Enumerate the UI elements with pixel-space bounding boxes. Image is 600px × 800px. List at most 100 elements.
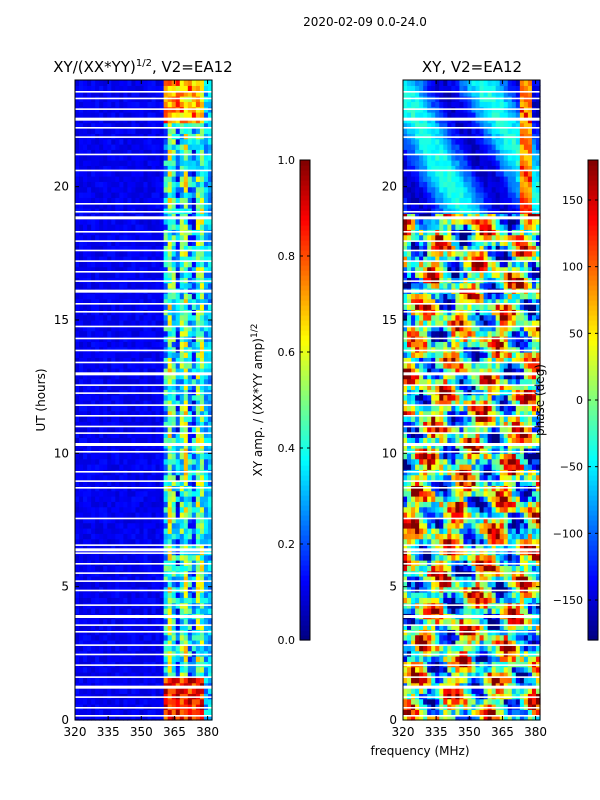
heatmap-cell (111, 245, 116, 252)
heatmap-cell (79, 133, 84, 140)
heatmap-cell (155, 464, 161, 470)
heatmap-cell (479, 666, 485, 673)
heatmap-cell (123, 698, 128, 705)
heatmap-cell (203, 208, 209, 214)
heatmap-cell (107, 149, 112, 156)
heatmap-cell (115, 682, 120, 689)
heatmap-cell (155, 437, 161, 444)
heatmap-cell (419, 666, 424, 673)
heatmap-cell (151, 298, 157, 305)
heatmap-cell (103, 608, 108, 614)
heatmap-cell (419, 608, 424, 614)
heatmap-cell (159, 512, 165, 518)
heatmap-cell (519, 645, 525, 652)
heatmap-cell (519, 650, 525, 657)
colorbar-segment (300, 260, 310, 266)
heatmap-cell (119, 224, 124, 230)
heatmap-cell (119, 405, 124, 412)
colorbar-segment (300, 365, 310, 371)
heatmap-cell (139, 506, 145, 513)
heatmap-cell (487, 608, 493, 614)
heatmap-cell (83, 208, 88, 214)
heatmap-cell (195, 218, 201, 225)
heatmap-cell (175, 544, 181, 550)
heatmap-cell (103, 320, 108, 326)
heatmap-cell (123, 496, 128, 502)
heatmap-cell (419, 656, 424, 662)
heatmap-cell (75, 320, 80, 326)
heatmap-cell (75, 197, 80, 204)
heatmap-cell (143, 186, 149, 193)
heatmap-cell (167, 213, 173, 220)
heatmap-cell (135, 192, 141, 198)
heatmap-cell (107, 170, 112, 177)
colorbar-segment (300, 520, 310, 526)
heatmap-cell (135, 581, 141, 588)
heatmap-cell (483, 634, 489, 641)
heatmap-cell (527, 661, 533, 668)
heatmap-cell (199, 368, 205, 374)
heatmap-cell (167, 368, 173, 374)
heatmap-cell (171, 656, 177, 662)
heatmap-cell (527, 714, 533, 721)
heatmap-cell (83, 426, 88, 433)
heatmap-cell (75, 517, 80, 524)
heatmap-cell (191, 250, 197, 257)
heatmap-cell (423, 704, 428, 710)
heatmap-cell (127, 480, 133, 486)
heatmap-cell (91, 186, 96, 193)
heatmap-cell (191, 245, 197, 252)
heatmap-cell (95, 432, 100, 438)
heatmap-cell (487, 672, 493, 678)
heatmap-cell (191, 597, 197, 604)
heatmap-cell (119, 618, 124, 625)
heatmap-cell (511, 672, 517, 678)
heatmap-cell (99, 149, 104, 156)
heatmap-cell (75, 410, 80, 417)
heatmap-cell (139, 293, 145, 300)
heatmap-cell (435, 688, 440, 694)
heatmap-cell (163, 234, 169, 241)
heatmap-cell (119, 650, 124, 657)
heatmap-cell (479, 656, 485, 662)
flag-gap-line (75, 280, 212, 282)
heatmap-cell (139, 101, 145, 108)
heatmap-cell (159, 656, 165, 662)
heatmap-cell (135, 293, 141, 300)
heatmap-cell (171, 261, 177, 268)
heatmap-cell (131, 240, 137, 246)
heatmap-cell (507, 682, 513, 689)
heatmap-cell (167, 378, 173, 385)
heatmap-cell (191, 512, 197, 518)
heatmap-cell (131, 298, 137, 305)
heatmap-cell (151, 272, 157, 278)
heatmap-cell (471, 714, 477, 721)
heatmap-cell (95, 645, 100, 652)
heatmap-cell (139, 448, 145, 454)
x-tick-label: 380 (196, 725, 219, 739)
heatmap-cell (475, 650, 481, 657)
heatmap-cell (483, 624, 489, 630)
heatmap-cell (415, 682, 420, 689)
heatmap-cell (195, 298, 201, 305)
heatmap-cell (467, 709, 473, 716)
heatmap-cell (183, 698, 189, 705)
heatmap-cell (143, 677, 149, 684)
heatmap-cell (459, 624, 465, 630)
heatmap-cell (167, 346, 173, 353)
heatmap-cell (171, 640, 177, 646)
heatmap-cell (427, 693, 432, 700)
heatmap-cell (439, 666, 444, 673)
heatmap-cell (127, 437, 133, 444)
heatmap-cell (139, 314, 145, 321)
heatmap-cell (491, 650, 497, 657)
heatmap-cell (155, 405, 161, 412)
heatmap-cell (115, 266, 120, 273)
heatmap-cell (195, 506, 201, 513)
heatmap-cell (99, 448, 104, 454)
heatmap-cell (195, 384, 201, 390)
heatmap-cell (167, 400, 173, 406)
heatmap-cell (127, 186, 133, 193)
heatmap-cell (419, 672, 424, 678)
heatmap-cell (467, 645, 473, 652)
